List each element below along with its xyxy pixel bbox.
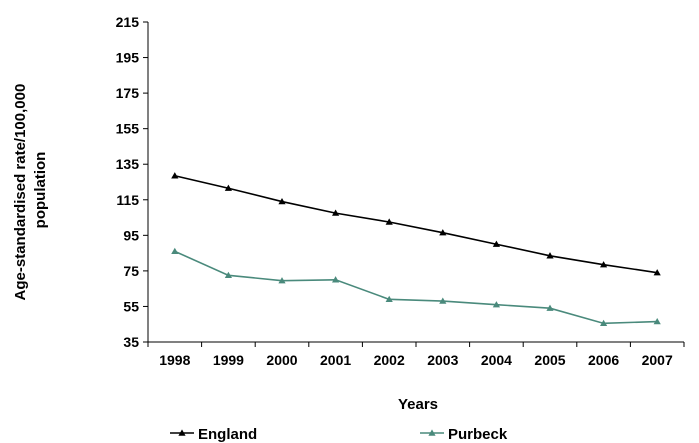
- series-england: [171, 172, 661, 276]
- data-point: [224, 271, 232, 279]
- data-point: [171, 172, 179, 179]
- data-point: [653, 317, 661, 325]
- y-axis-title: Age-standardised rate/100,000 population: [12, 80, 49, 301]
- y-tick-label: 135: [116, 156, 140, 172]
- data-point: [332, 276, 340, 283]
- data-point: [492, 301, 500, 308]
- x-tick-label: 2002: [374, 352, 405, 368]
- legend-label: Purbeck: [448, 426, 508, 443]
- y-tick-label: 175: [116, 85, 140, 101]
- data-point: [439, 297, 447, 304]
- data-point: [171, 247, 179, 255]
- x-axis: 1998 1999 2000 2001 2002 2003 2004 2005 2006 2007: [147, 341, 685, 368]
- y-tick-label: 55: [123, 298, 139, 314]
- data-point: [439, 229, 447, 236]
- y-axis: 35 55 75 95 115 135 155 175 195 215: [116, 14, 149, 350]
- x-tick-label: 2003: [427, 352, 458, 368]
- series-line: [174, 174, 658, 274]
- y-axis-title-line-1: Age-standardised rate/100,000: [12, 84, 29, 301]
- data-point: [492, 240, 500, 247]
- data-point: [278, 197, 286, 205]
- data-point: [385, 218, 393, 225]
- y-tick-label: 115: [116, 192, 139, 208]
- x-tick-label: 2000: [266, 352, 297, 368]
- data-point: [332, 209, 340, 216]
- data-point: [546, 304, 554, 311]
- legend-label: England: [198, 426, 257, 443]
- legend-marker: [178, 429, 186, 436]
- x-axis-title: Years: [398, 396, 438, 413]
- x-tick-label: 2005: [534, 352, 565, 368]
- data-point: [600, 319, 608, 327]
- y-tick-label: 195: [116, 50, 140, 66]
- legend-item: England: [170, 426, 257, 443]
- series-purbeck: [171, 247, 661, 327]
- y-tick-label: 75: [123, 263, 139, 279]
- data-point: [546, 252, 554, 259]
- data-point: [224, 184, 232, 191]
- y-tick-label: 215: [116, 14, 140, 30]
- x-tick-label: 2001: [320, 352, 351, 368]
- legend-item: Purbeck: [420, 426, 508, 443]
- y-tick-label: 95: [123, 227, 139, 243]
- data-point: [653, 269, 661, 276]
- series-layer: [171, 172, 661, 327]
- data-point: [278, 277, 286, 284]
- legend: England Purbeck: [170, 426, 508, 443]
- data-point: [600, 261, 608, 268]
- x-tick-label: 2007: [642, 352, 673, 368]
- x-tick-label: 1998: [159, 352, 190, 368]
- y-tick-label: 155: [116, 121, 140, 137]
- x-tick-label: 2004: [481, 352, 512, 368]
- x-tick-label: 1999: [213, 352, 244, 368]
- y-axis-title-line-2: population: [32, 152, 49, 229]
- data-point: [385, 295, 393, 303]
- x-tick-label: 2006: [588, 352, 619, 368]
- series-line: [174, 250, 658, 325]
- y-tick-label: 35: [123, 334, 139, 350]
- legend-marker: [428, 429, 436, 436]
